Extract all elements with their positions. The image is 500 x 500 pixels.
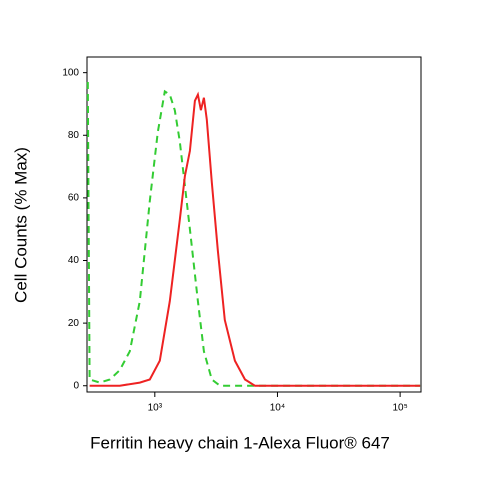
x-axis-label: Ferritin heavy chain 1-Alexa Fluor® 647	[90, 433, 390, 452]
y-tick-label: 100	[62, 67, 79, 78]
x-tick-label: 10⁵	[392, 403, 407, 414]
series-line	[86, 81, 421, 387]
y-tick-label: 80	[68, 130, 80, 141]
x-tick-label: 10⁴	[270, 403, 285, 414]
x-tick-label: 10³	[148, 403, 163, 414]
y-axis-label: Cell Counts (% Max)	[11, 147, 30, 303]
series-line	[89, 91, 421, 387]
plot-frame	[86, 56, 422, 393]
y-tick-label: 40	[68, 255, 80, 266]
y-tick-label: 20	[68, 318, 80, 329]
y-tick-label: 60	[68, 193, 80, 204]
y-tick-label: 0	[73, 380, 79, 391]
